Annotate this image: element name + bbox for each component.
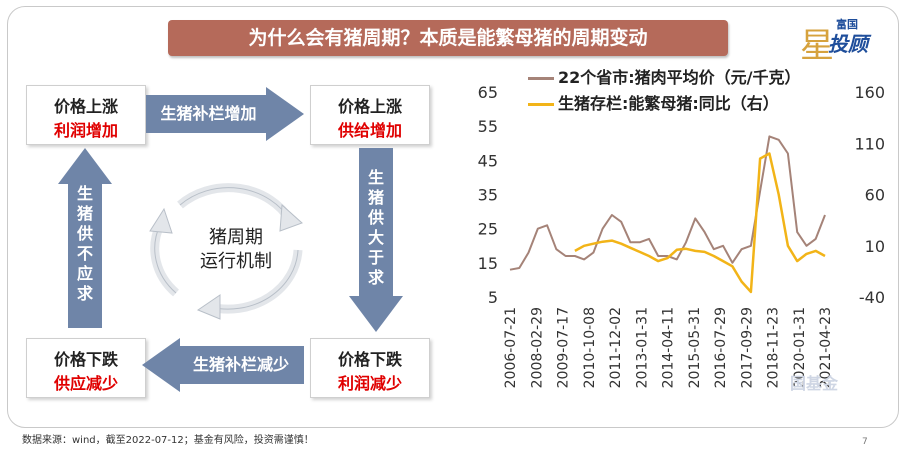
- legend-swatch-sow: [528, 103, 554, 106]
- logo-main-text: 投顾: [828, 32, 868, 56]
- box-top-left-line2: 利润增加: [53, 121, 118, 140]
- x-tick-label: 2016-07-29: [713, 307, 729, 388]
- x-tick-label: 2008-02-29: [529, 307, 545, 388]
- cycle-center-label: 猪周期 运行机制: [186, 226, 286, 274]
- series-line-sow: [574, 152, 826, 294]
- y-left-tick-label: 5: [488, 288, 498, 307]
- arrow-left-char: 不: [76, 244, 93, 263]
- x-tick-label: 2014-04-11: [661, 307, 677, 388]
- x-tick-label: 2011-12-02: [608, 307, 624, 388]
- arrow-top: 生猪补栏增加: [146, 87, 304, 141]
- y-left-tick-label: 65: [478, 83, 498, 102]
- arrow-right-char: 猪: [367, 188, 384, 207]
- box-bottom-left-line2: 供应减少: [53, 374, 118, 393]
- arrow-right-char: 供: [367, 208, 384, 227]
- arrow-left-char: 应: [76, 264, 93, 283]
- legend-swatch-price: [528, 77, 554, 80]
- legend-label-sow: 生猪存栏:能繁母猪:同比（右）: [558, 94, 779, 113]
- arrow-left: 生 猪 供 不 应 求: [58, 148, 112, 328]
- x-tick-label: 2017-09-29: [739, 307, 755, 388]
- arrow-right-char: 于: [367, 248, 384, 267]
- box-top-left: 价格上涨 利润增加: [26, 85, 146, 145]
- y-right-tick-label: 10: [865, 237, 885, 256]
- box-top-left-line1: 价格上涨: [53, 97, 118, 116]
- x-tick-label: 2018-11-23: [766, 307, 782, 388]
- x-tick-label: 2021-04-23: [818, 307, 834, 388]
- star-logo-icon: 星: [800, 26, 834, 66]
- box-bottom-left: 价格下跌 供应减少: [26, 338, 146, 398]
- page-title: 为什么会有猪周期？本质是能繁母猪的周期变动: [168, 20, 728, 56]
- footer-source: 数据来源：wind，截至2022-07-12；基金有风险，投资需谨慎！: [22, 435, 314, 446]
- y-left-tick-label: 35: [478, 186, 498, 205]
- arrow-left-char: 求: [76, 284, 93, 303]
- box-top-right: 价格上涨 供给增加: [310, 85, 430, 145]
- arrow-right-char: 求: [367, 268, 384, 287]
- arrow-bottom: 生猪补栏减少: [142, 338, 304, 392]
- cycle-center-line1: 猪周期: [209, 227, 263, 248]
- y-left-tick-label: 45: [478, 151, 498, 170]
- y-left-tick-label: 15: [478, 254, 498, 273]
- page-number: 7: [862, 437, 868, 447]
- pork-price-chart: 5 15 25 35 45 55 65 -40 10 60 110 160 2006-07-21 2008…: [478, 83, 885, 388]
- box-bottom-right-line1: 价格下跌: [337, 350, 402, 369]
- y-left-tick-label: 55: [478, 117, 498, 136]
- arrow-left-head-icon: [58, 148, 112, 184]
- y-right-tick-label: 110: [854, 134, 885, 153]
- y-right-tick-label: 160: [854, 83, 885, 102]
- box-top-right-line1: 价格上涨: [337, 97, 402, 116]
- x-tick-label: 2010-10-08: [582, 307, 598, 388]
- x-tick-label: 2020-01-31: [792, 307, 808, 388]
- legend-item-sow: 生猪存栏:能繁母猪:同比（右）: [528, 90, 779, 114]
- arrow-bottom-head-icon: [142, 338, 180, 392]
- box-bottom-right-line2: 利润减少: [337, 374, 402, 393]
- box-bottom-left-line1: 价格下跌: [53, 350, 118, 369]
- arrow-right-char: 大: [367, 228, 384, 247]
- box-top-right-line2: 供给增加: [337, 121, 402, 140]
- y-right-tick-label: -40: [859, 288, 885, 307]
- x-tick-label: 2009-07-17: [556, 307, 572, 388]
- legend-label-price: 22个省市:猪肉平均价（元/千克）: [558, 68, 801, 87]
- arrow-right-head-icon: [349, 296, 403, 332]
- arrow-left-char: 猪: [76, 204, 93, 223]
- legend-item-price: 22个省市:猪肉平均价（元/千克）: [528, 64, 801, 88]
- arrow-right-char: 生: [367, 168, 384, 187]
- x-tick-label: 2006-07-21: [503, 307, 519, 388]
- watermark: 国基金: [790, 374, 839, 393]
- y-left-tick-label: 25: [478, 220, 498, 239]
- arrow-left-char: 生: [76, 184, 93, 203]
- box-bottom-right: 价格下跌 利润减少: [310, 338, 430, 398]
- cycle-center-line2: 运行机制: [200, 251, 272, 272]
- arrow-left-label: 生 猪 供 不 应 求: [68, 184, 102, 304]
- arrow-bottom-label: 生猪补栏减少: [192, 355, 289, 374]
- y-right-tick-label: 60: [865, 186, 885, 205]
- series-line-price: [509, 135, 826, 271]
- arrow-right-label: 生 猪 供 大 于 求: [359, 168, 393, 288]
- arrow-right: 生 猪 供 大 于 求: [349, 148, 403, 332]
- x-tick-label: 2015-05-31: [687, 307, 703, 388]
- arrow-top-label: 生猪补栏增加: [160, 104, 257, 123]
- brand-logo: 星 富国 投顾: [798, 10, 898, 66]
- arrow-left-char: 供: [76, 224, 93, 243]
- logo-top-text: 富国: [836, 18, 858, 31]
- x-tick-label: 2013-01-31: [634, 307, 650, 388]
- arrow-top-head-icon: [266, 87, 304, 141]
- cycle-circle-icon: [149, 183, 303, 320]
